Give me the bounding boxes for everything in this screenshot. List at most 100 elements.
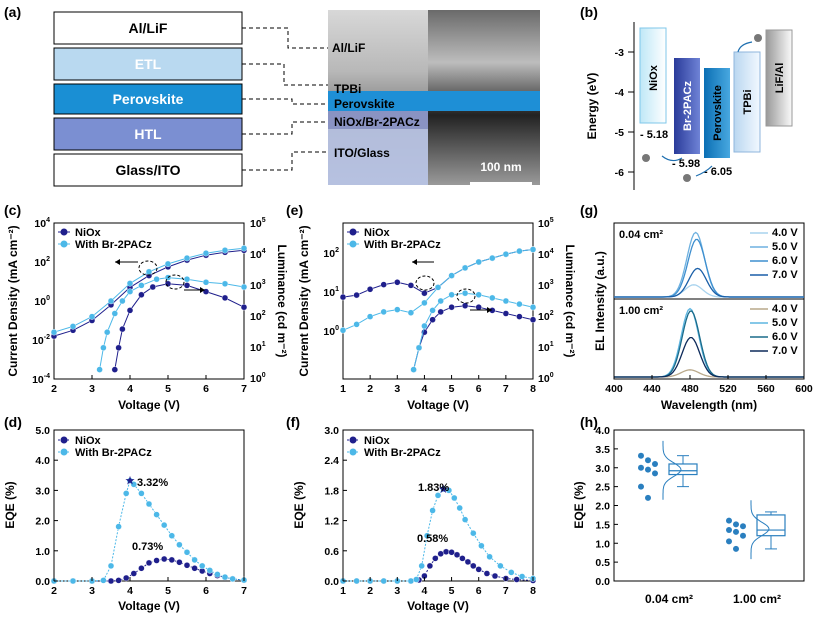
data-point <box>353 577 360 585</box>
scale-bar-label: 100 nm <box>480 160 521 174</box>
legend-label: 5.0 V <box>772 241 798 253</box>
data-point <box>160 521 168 529</box>
data-point <box>448 291 455 298</box>
data-point <box>130 481 138 488</box>
data-point <box>111 366 119 373</box>
data-point <box>107 577 115 585</box>
data-point <box>107 562 115 570</box>
data-point <box>183 254 191 262</box>
y-tick-label: 2.0 <box>35 516 50 528</box>
data-point <box>229 575 236 583</box>
svg-text:10-4: 10-4 <box>32 373 50 386</box>
legend-label: 7.0 V <box>772 345 798 357</box>
g-ylabel: EL Intensity (a.u.) <box>593 251 607 351</box>
data-point <box>448 549 455 556</box>
data-point <box>183 282 191 289</box>
x-tick-label: 3 <box>89 383 95 395</box>
y-tick-label: 0.0 <box>324 576 339 588</box>
data-point <box>413 576 420 583</box>
block-br2pacz: Br-2PACz <box>682 81 694 131</box>
data-point <box>115 344 122 351</box>
e-legend-nio: NiOx <box>364 227 391 239</box>
x-tick-label: 8 <box>530 585 536 597</box>
block-perovskite: Perovskite <box>712 85 724 141</box>
svg-text:103: 103 <box>250 279 266 292</box>
svg-text:101: 101 <box>323 286 339 299</box>
data-point <box>407 309 415 316</box>
data-point <box>513 576 520 583</box>
data-point <box>451 494 458 502</box>
x-tick-label: 600 <box>795 383 813 395</box>
arrow-left-icon <box>412 259 417 265</box>
data-point <box>240 283 248 291</box>
data-point <box>445 487 453 494</box>
level-605: - 6.05 <box>704 166 732 178</box>
svg-text:104: 104 <box>250 248 266 261</box>
data-point <box>453 551 461 558</box>
el-spectrum-small-70 <box>614 267 804 298</box>
f-legend-br: With Br-2PACz <box>364 447 441 459</box>
data-point <box>138 490 145 497</box>
data-point <box>380 308 387 316</box>
panel-label-a: (a) <box>4 4 21 20</box>
data-point <box>652 461 658 467</box>
c-ylabel: Current Density (mA cm⁻²) <box>6 225 20 376</box>
y-tick-label: 1.5 <box>595 519 610 531</box>
data-point <box>221 280 229 287</box>
block-nio: NiOx <box>648 64 660 91</box>
highlight-circle <box>165 274 185 290</box>
energy-tick-3: -3 <box>615 47 624 59</box>
data-point <box>50 329 58 336</box>
d-annotation-peak-br: 3.32% <box>137 477 168 489</box>
level-598: - 5.98 <box>672 158 700 170</box>
x-tick-label: 1 <box>340 383 346 395</box>
data-point <box>394 306 401 313</box>
svg-text:102: 102 <box>34 256 50 269</box>
y-tick-label: 2.5 <box>595 482 610 494</box>
data-point <box>502 250 510 258</box>
arrow-left-icon <box>115 259 120 265</box>
data-point <box>410 366 417 373</box>
data-point <box>461 302 469 309</box>
svg-text:101: 101 <box>538 341 554 354</box>
svg-text:100: 100 <box>250 372 266 385</box>
e-ylabel-right: Luminance (cd m⁻²) <box>563 244 577 357</box>
el-spectrum-small-40 <box>614 284 804 298</box>
x-tick-label: 3 <box>394 383 400 395</box>
data-point <box>652 470 658 477</box>
data-point <box>529 304 537 311</box>
energy-tick-6: -6 <box>615 167 624 179</box>
series-line-niox-l <box>413 305 534 370</box>
data-point <box>437 297 444 305</box>
data-point <box>733 521 739 528</box>
layer-etl: ETL <box>135 56 162 72</box>
x-tick-label: 4 <box>127 585 133 597</box>
panel-label-c: (c) <box>4 202 21 218</box>
legend-label: 6.0 V <box>772 255 798 267</box>
data-point <box>459 555 466 562</box>
y-tick-label: 3.0 <box>595 463 610 475</box>
x-tick-label: 8 <box>530 383 536 395</box>
data-point <box>111 310 119 317</box>
star-icon: ★ <box>438 482 449 496</box>
data-point <box>183 562 191 569</box>
c-xlabel: Voltage (V) <box>118 398 180 412</box>
data-point <box>380 577 387 585</box>
data-point <box>168 556 176 564</box>
data-point <box>429 307 436 314</box>
data-point <box>160 555 168 563</box>
data-point <box>508 569 515 576</box>
panel-e: (e) 102 101 100 105 104 103 102 101 100 … <box>286 202 577 412</box>
data-point <box>240 304 248 311</box>
h-ylabel: EQE (%) <box>572 481 586 528</box>
data-point <box>380 281 387 288</box>
data-point <box>437 550 444 557</box>
data-point <box>516 247 523 255</box>
sem-label-perovskite: Perovskite <box>334 97 395 111</box>
energy-axis-label: Energy (eV) <box>585 73 599 140</box>
data-point <box>153 276 160 283</box>
data-point <box>429 316 436 323</box>
data-point <box>475 304 482 311</box>
data-point <box>726 538 732 545</box>
data-point <box>432 555 439 562</box>
